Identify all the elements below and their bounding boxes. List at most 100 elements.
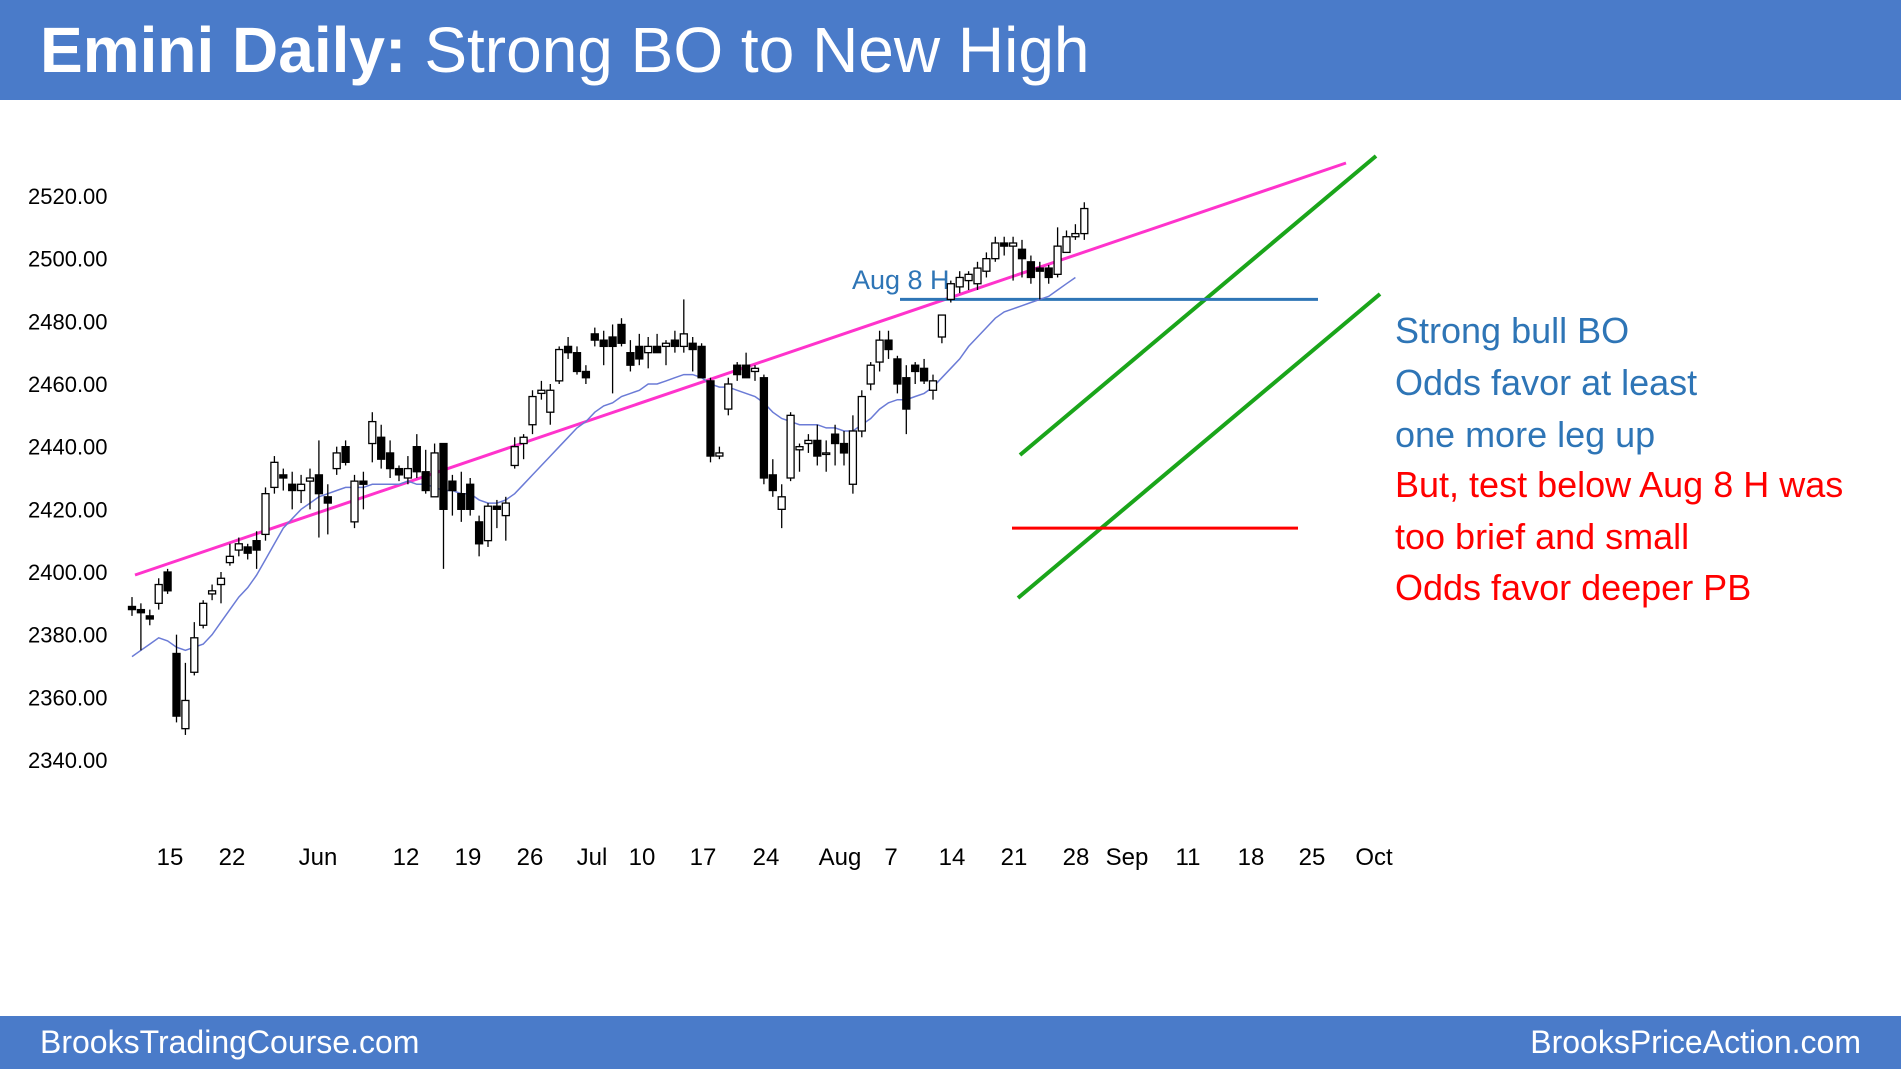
- candle-bear: [768, 474, 777, 492]
- x-tick-label: 17: [690, 844, 717, 871]
- annotation-line: one more leg up: [1395, 414, 1656, 455]
- candle-bear: [902, 377, 911, 410]
- x-tick-label: Jun: [299, 844, 338, 871]
- candle-bear: [172, 652, 181, 717]
- y-tick-label: 2380.00: [28, 623, 108, 648]
- candle-bear: [688, 342, 697, 351]
- candle-bear: [1026, 261, 1036, 279]
- candle-bear: [652, 345, 662, 354]
- candle-bull: [875, 339, 884, 363]
- candle-bull: [991, 242, 1000, 260]
- price-chart: 2340.00 2360.00 2380.00 2400.00 2420.00 2440.…: [28, 154, 1393, 871]
- candle-bear: [590, 333, 599, 341]
- candle-bull: [964, 273, 973, 282]
- candle-bull: [1008, 242, 1018, 247]
- candle-bull: [207, 590, 217, 595]
- candle-bull: [555, 348, 564, 382]
- candle-bull: [528, 395, 537, 426]
- candle-bear: [279, 474, 288, 479]
- candle-bull: [546, 389, 555, 413]
- candle-bull: [955, 276, 964, 288]
- y-tick-label: 2340.00: [28, 748, 108, 773]
- candle-bull: [644, 345, 653, 354]
- candle-bear: [341, 446, 350, 463]
- candle-bear: [839, 442, 849, 454]
- candle-bull: [305, 477, 315, 482]
- candle-bear: [608, 336, 617, 348]
- candle-bear: [697, 345, 706, 379]
- candle-bull: [1071, 232, 1080, 238]
- y-tick-label: 2400.00: [28, 560, 108, 585]
- y-tick-label: 2500.00: [28, 247, 108, 272]
- candle-bull: [786, 414, 795, 479]
- candle-bull: [181, 699, 190, 730]
- title-bold: Emini Daily:: [40, 14, 407, 86]
- candle-bull: [234, 543, 243, 551]
- candle-bear: [127, 605, 137, 611]
- candle-bull: [661, 342, 671, 348]
- x-tick-label: 19: [455, 844, 482, 871]
- candle-bear: [884, 339, 893, 351]
- candle-bear: [1000, 242, 1009, 247]
- candle-bear: [448, 480, 457, 492]
- candle-bull: [190, 637, 199, 673]
- footer-right-site[interactable]: BrooksPriceAction.com: [1530, 1024, 1861, 1060]
- candle-bear: [599, 339, 608, 348]
- candle-bear: [243, 546, 252, 554]
- candle-bull: [270, 461, 279, 489]
- candle-bear: [911, 364, 920, 373]
- candle-bear: [359, 480, 368, 485]
- candle-bull: [403, 467, 413, 479]
- y-tick-label: 2420.00: [28, 497, 108, 522]
- candle-bull: [724, 383, 733, 410]
- candle-bull: [199, 602, 208, 626]
- candle-bear: [626, 352, 635, 366]
- x-tick-label: Oct: [1355, 844, 1393, 871]
- candle-bear: [492, 505, 502, 510]
- annotation-line: Odds favor deeper PB: [1395, 567, 1752, 608]
- candle-bull: [510, 446, 519, 467]
- candle-bear: [893, 358, 902, 385]
- x-tick-label: 7: [884, 844, 897, 871]
- candle-bull: [519, 436, 528, 445]
- candle-bear: [474, 521, 484, 545]
- candle-bull: [795, 446, 804, 451]
- candle-bear: [314, 474, 324, 495]
- candle-bull: [928, 380, 938, 391]
- x-tick-label: 18: [1238, 844, 1265, 871]
- channel-lower-line: [1016, 292, 1382, 600]
- footer-left-site[interactable]: BrooksTradingCourse.com: [40, 1024, 420, 1060]
- candle-bear: [288, 483, 297, 492]
- candle-bull: [296, 483, 306, 492]
- candle-bear: [1044, 267, 1053, 279]
- y-tick-label: 2520.00: [28, 184, 108, 209]
- candle-bear: [136, 608, 146, 614]
- candle-bear: [572, 352, 582, 373]
- candle-bull: [715, 452, 724, 457]
- title-rest: Strong BO to New High: [424, 14, 1090, 86]
- x-tick-label: 28: [1063, 844, 1090, 871]
- candle-bear: [252, 540, 261, 551]
- y-tick-label: 2440.00: [28, 435, 108, 460]
- y-tick-label: 2360.00: [28, 685, 108, 710]
- candle-bear: [323, 496, 332, 504]
- candle-bear: [412, 446, 421, 473]
- x-tick-label: 15: [157, 844, 184, 871]
- annotation-line: too brief and small: [1395, 516, 1690, 557]
- candle-bull: [750, 367, 760, 373]
- x-tick-label: Aug: [819, 844, 862, 871]
- candle-bull: [261, 493, 270, 536]
- candle-bear: [1035, 267, 1044, 272]
- x-tick-label: 14: [939, 844, 966, 871]
- candle-bull: [368, 420, 377, 445]
- candle-bull: [857, 395, 866, 432]
- x-tick-label: 25: [1299, 844, 1326, 871]
- moving-average-line: [131, 276, 1076, 658]
- x-tick-label: Sep: [1106, 844, 1149, 871]
- candle-bull: [679, 333, 688, 348]
- candle-bull: [1053, 245, 1062, 275]
- candle-bear: [706, 380, 715, 457]
- x-tick-label: 26: [517, 844, 544, 871]
- candle-bear: [394, 467, 404, 476]
- candle-bull: [430, 452, 439, 498]
